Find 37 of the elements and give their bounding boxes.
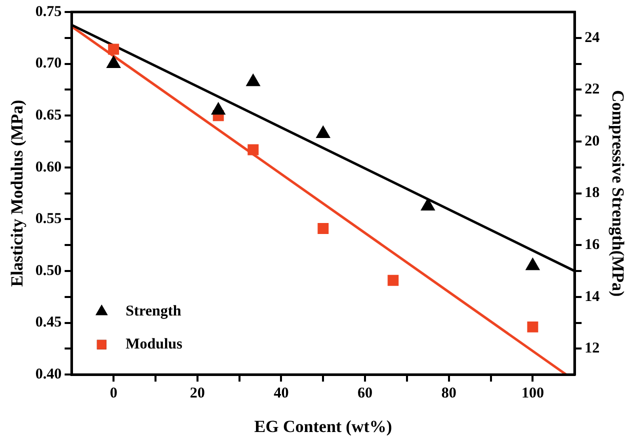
- y-tick-label: 0.55: [35, 211, 62, 228]
- y2-axis-title: Compressive Strength(MPa): [608, 90, 628, 297]
- x-tick-label: 40: [274, 385, 289, 402]
- y2-tick-label: 16: [584, 236, 600, 253]
- point: [108, 44, 120, 55]
- y-tick-label: 0.75: [35, 4, 62, 20]
- point: [212, 103, 225, 115]
- y-tick-label: 0.65: [35, 107, 62, 124]
- y-tick-label: 0.60: [35, 159, 62, 176]
- x-tick-label: 0: [110, 385, 118, 402]
- point: [248, 144, 259, 156]
- point: [107, 56, 120, 68]
- y2-tick-label: 20: [584, 133, 600, 150]
- point: [318, 223, 329, 234]
- y2-tick-label: 22: [584, 82, 600, 98]
- point: [246, 74, 260, 86]
- point: [388, 274, 399, 286]
- x-tick-label: 80: [441, 385, 456, 402]
- point: [526, 258, 540, 270]
- y-tick-label: 0.40: [35, 366, 62, 382]
- y2-tick-label: 12: [584, 340, 600, 357]
- x-tick-label: 60: [358, 385, 373, 402]
- y-tick-label: 0.45: [35, 314, 62, 331]
- x-axis-title: EG Content (wt%): [254, 417, 392, 436]
- y2-tick-label: 24: [584, 30, 600, 46]
- x-tick-label: 100: [521, 385, 544, 402]
- y2-tick-label: 14: [584, 288, 600, 305]
- point: [316, 126, 330, 138]
- point: [421, 199, 434, 210]
- y-tick-label: 0.50: [35, 262, 62, 279]
- legend-label: Strength: [126, 303, 182, 320]
- x-tick-label: 20: [190, 385, 205, 402]
- legend-label: Modulus: [126, 336, 182, 352]
- y2-tick-label: 18: [584, 185, 600, 202]
- y-axis-title: Elasticity Modulus (MPa): [8, 100, 27, 287]
- point: [527, 321, 538, 332]
- y-tick-label: 0.70: [35, 56, 62, 72]
